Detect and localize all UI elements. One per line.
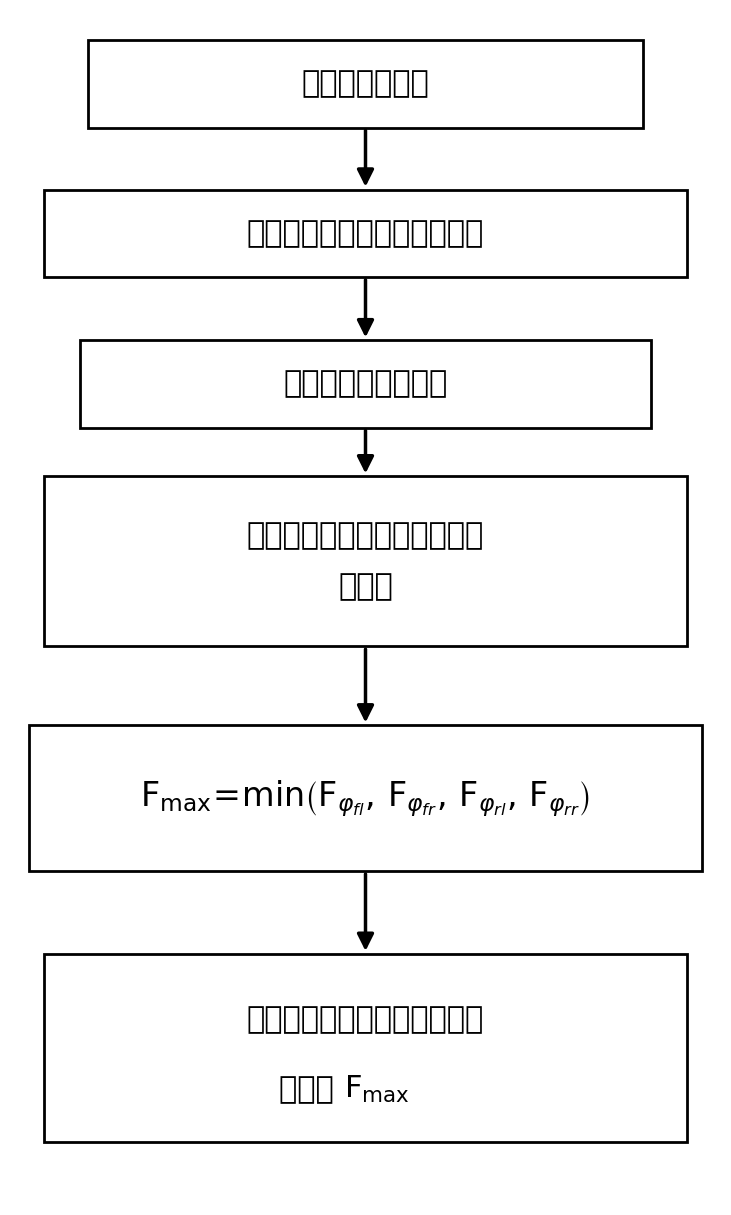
Text: 于等于: 于等于 <box>279 1075 344 1104</box>
Text: 计算每个车轮对应路面的最大: 计算每个车轮对应路面的最大 <box>247 521 484 550</box>
Text: 摄像头识别路面: 摄像头识别路面 <box>302 69 429 98</box>
Text: 计算每个车轮的载荷: 计算每个车轮的载荷 <box>284 369 447 399</box>
Bar <box>44 476 687 646</box>
Text: 控制四个电机的驱动力始终小: 控制四个电机的驱动力始终小 <box>247 1005 484 1034</box>
Bar <box>29 725 702 871</box>
Text: 计算四个车轮即将行驶的路面: 计算四个车轮即将行驶的路面 <box>247 219 484 248</box>
Bar <box>80 340 651 428</box>
Text: $\mathrm{F}_{\mathrm{max}}$: $\mathrm{F}_{\mathrm{max}}$ <box>344 1074 409 1104</box>
Bar <box>44 190 687 277</box>
Bar <box>88 40 643 128</box>
Bar <box>44 954 687 1142</box>
Text: $\mathrm{F}_{\mathrm{max}}\!=\!\mathrm{min}\left(\mathrm{F}_{\varphi_{fl}},\,\ma: $\mathrm{F}_{\mathrm{max}}\!=\!\mathrm{m… <box>140 778 591 819</box>
Text: 附着力: 附着力 <box>338 572 393 601</box>
